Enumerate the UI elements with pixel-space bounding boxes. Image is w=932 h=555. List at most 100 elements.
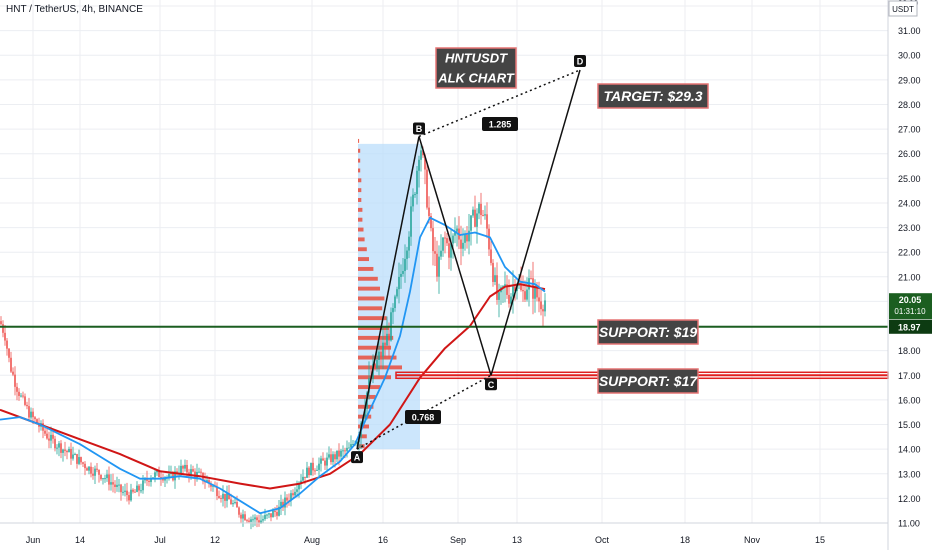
candle-body: [520, 283, 522, 291]
price-tick-label: 30.00: [898, 51, 921, 61]
candle-body: [494, 275, 496, 282]
candle-body: [212, 485, 214, 487]
price-tick-label: 17.00: [898, 371, 921, 381]
price-tick-label: 29.00: [898, 75, 921, 85]
candle-body: [242, 514, 244, 519]
ema-slow-line: [0, 283, 546, 490]
candle-body: [364, 408, 366, 417]
candle-body: [162, 478, 164, 481]
candle-body: [328, 454, 330, 458]
candle-body: [414, 194, 416, 196]
volume-profile-bar: [358, 365, 402, 370]
candle-body: [250, 519, 252, 522]
pattern-point-b-label: B: [416, 124, 423, 134]
candle-body: [466, 234, 468, 242]
candle-body: [54, 438, 56, 449]
candle-body: [404, 258, 406, 272]
price-tick-label: 13.00: [898, 469, 921, 479]
candle-body: [70, 448, 72, 459]
candle-body: [116, 484, 118, 488]
candle-body: [510, 296, 512, 304]
pattern-point-c-marker: [485, 378, 497, 391]
candle-body: [476, 213, 478, 227]
candle-body: [88, 466, 90, 471]
candle-body: [310, 462, 312, 476]
time-tick-label: Nov: [744, 535, 761, 545]
candle-body: [460, 239, 462, 249]
volume-profile-bar: [358, 266, 374, 271]
candle-body: [316, 469, 318, 471]
candle-body: [154, 472, 156, 478]
candle-body: [132, 489, 134, 492]
candle-body: [408, 236, 410, 251]
pattern-point-d-marker: [574, 55, 586, 68]
candle-body: [382, 342, 384, 357]
candle-body: [542, 309, 544, 312]
chart-title-box: [435, 47, 517, 89]
candle-body: [482, 214, 484, 216]
candle-body: [48, 438, 50, 441]
candle-body: [420, 150, 422, 160]
candle-body: [146, 478, 148, 481]
candle-body: [32, 411, 34, 418]
candle-body: [120, 484, 122, 493]
candle-body: [90, 466, 92, 474]
candle-body: [434, 251, 436, 254]
candle-body: [300, 480, 302, 484]
candle-body: [440, 250, 442, 257]
candle-body: [208, 480, 210, 484]
time-tick-label: 13: [512, 535, 522, 545]
candle-body: [6, 340, 8, 349]
candle-body: [248, 520, 250, 522]
candle-body: [346, 447, 348, 451]
pattern-leg: [418, 136, 492, 376]
candle-body: [198, 471, 200, 473]
candle-body: [392, 308, 394, 313]
candle-body: [298, 483, 300, 490]
price-tick-label: 22.00: [898, 248, 921, 258]
chart-title-text: ALK CHART: [437, 71, 515, 86]
volume-profile-bar: [358, 335, 394, 340]
candle-body: [266, 514, 268, 516]
candle-body: [0, 321, 2, 325]
candle-body: [222, 493, 224, 499]
candle-body: [272, 510, 274, 518]
candle-body: [264, 514, 266, 520]
candle-body: [82, 462, 84, 464]
candle-body: [106, 474, 108, 479]
fib-ratio-tag: [482, 117, 518, 131]
volume-profile-bar: [358, 276, 378, 281]
candle-body: [454, 231, 456, 236]
candle-body: [444, 237, 446, 239]
candle-body: [376, 359, 378, 369]
volume-profile-bar: [358, 198, 362, 202]
support-19-annotation-box: [597, 319, 699, 345]
candle-body: [124, 490, 126, 492]
candle-body: [128, 495, 130, 501]
candle-body: [284, 497, 286, 508]
price-tick-label: 21.00: [898, 272, 921, 282]
candle-body: [4, 332, 6, 341]
price-tick-label: 27.00: [898, 125, 921, 135]
pattern-dotted-bd: [418, 69, 581, 138]
volume-profile-bar: [358, 237, 365, 242]
candle-body: [446, 238, 448, 244]
price-tick-label: 31.00: [898, 26, 921, 36]
candle-body: [422, 150, 424, 156]
candle-body: [122, 491, 124, 493]
candle-body: [200, 471, 202, 473]
candle-body: [186, 464, 188, 473]
candle-body: [478, 203, 480, 214]
candle-body: [412, 194, 414, 207]
candle-body: [126, 490, 128, 496]
volume-profile-bar: [358, 138, 360, 143]
candle-body: [92, 473, 94, 476]
candle-body: [108, 474, 110, 485]
candle-body: [262, 519, 264, 521]
candle-body: [150, 478, 152, 483]
support-17-annotation-text: SUPPORT: $17: [599, 373, 699, 389]
volume-profile-bar: [358, 296, 385, 301]
volume-profile-bar: [358, 326, 389, 330]
volume-profile-bar: [358, 247, 367, 252]
